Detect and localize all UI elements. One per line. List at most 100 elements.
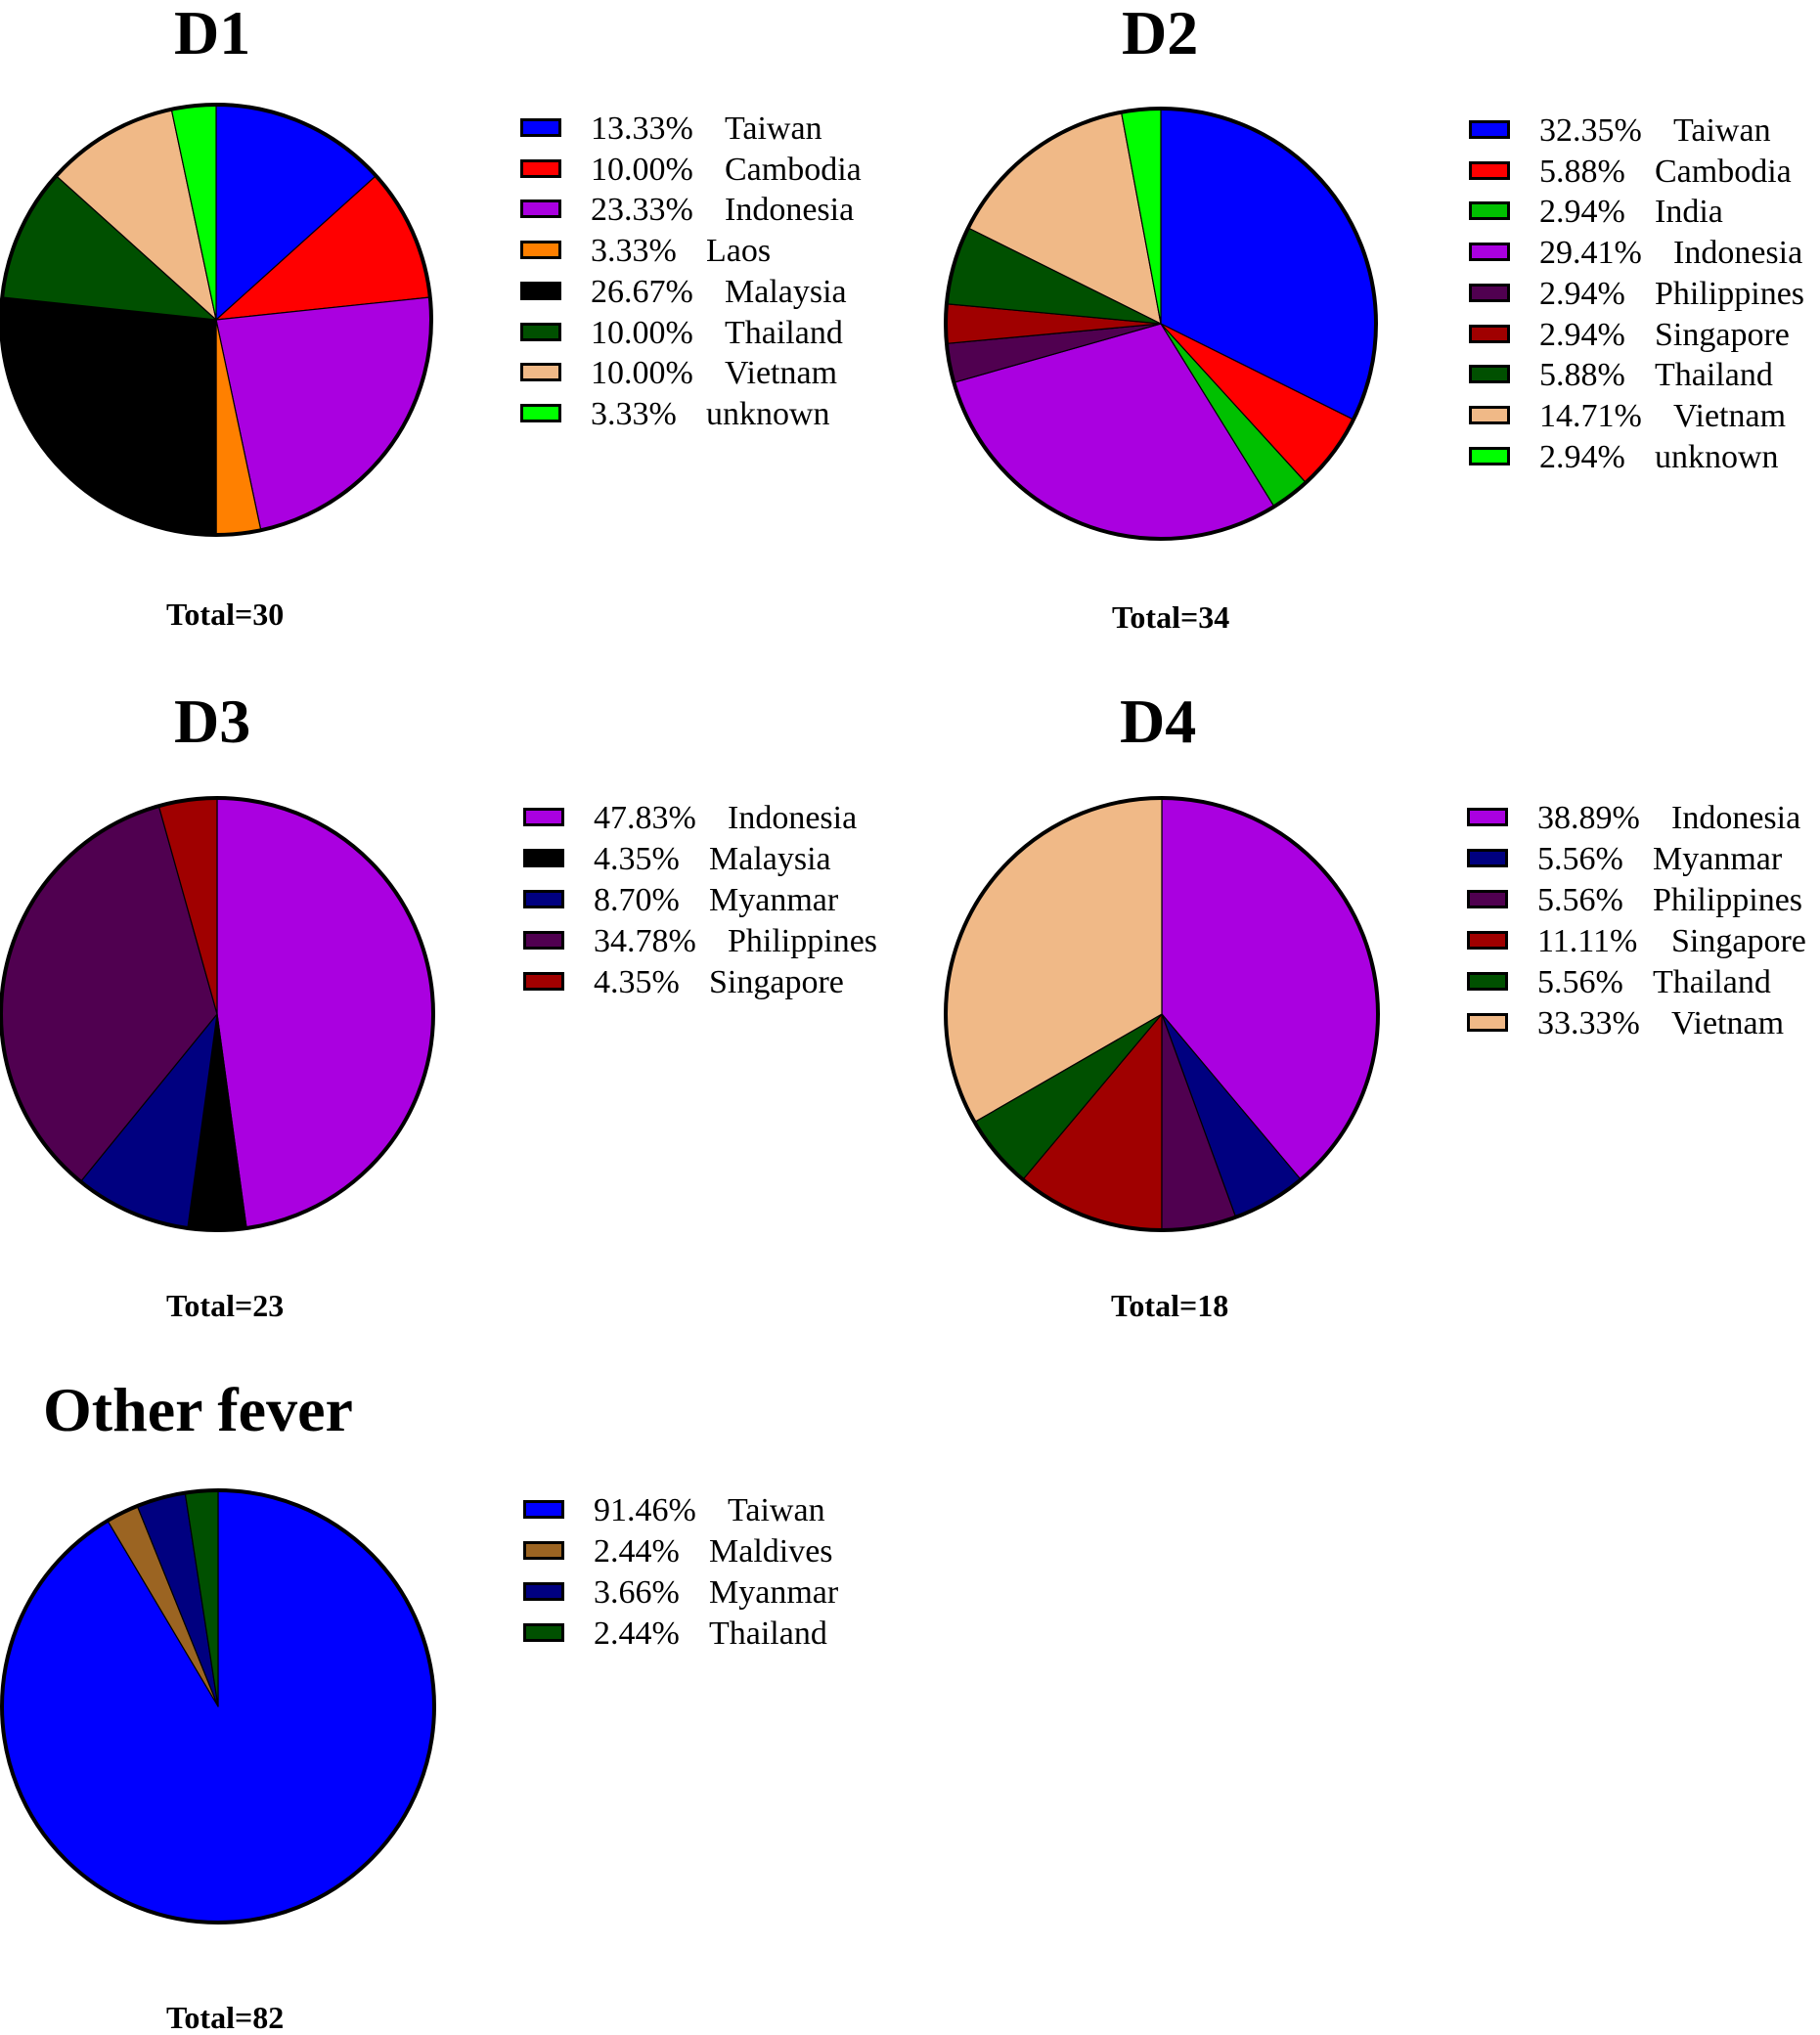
legend-percent: 5.56% [1537,964,1623,1000]
legend-swatch [1467,849,1508,867]
legend-label: unknown [706,396,830,432]
legend-swatch [523,808,564,826]
pie-outline [0,103,433,537]
legend-percent: 3.33% [591,396,677,432]
total-label: Total=18 [1111,1288,1229,1323]
legend-label: Singapore [1671,923,1806,959]
legend-swatch [520,404,561,422]
legend-swatch [1469,243,1510,261]
legend-swatch [520,159,561,178]
legend-label: Taiwan [1673,112,1771,149]
legend-label: Indonesia [1671,800,1801,836]
pie-outline [0,1488,436,1924]
legend-label: India [1655,194,1723,230]
legend-swatch [1467,808,1508,826]
legend-percent: 4.35% [594,964,680,1000]
legend-label: Vietnam [1673,398,1787,434]
legend-label: Cambodia [725,152,862,188]
legend-percent: 2.94% [1539,317,1625,353]
legend-swatch [520,282,561,300]
legend-swatch [523,1500,564,1519]
pie-chart [944,107,1378,541]
total-label: Total=34 [1112,599,1230,635]
total-label: Total=30 [166,597,285,632]
pie-chart [0,796,435,1232]
legend-percent: 47.83% [594,800,696,836]
legend-label: Vietnam [725,355,838,391]
legend-percent: 8.70% [594,882,680,918]
legend-swatch [1469,365,1510,383]
legend-swatch [1467,931,1508,950]
legend-percent: 10.00% [591,152,693,188]
chart-title: D4 [1120,686,1197,756]
legend-swatch [520,363,561,381]
pie-chart [944,796,1380,1232]
legend-label: Thailand [1655,357,1773,393]
legend-percent: 11.11% [1537,923,1638,959]
legend-label: Myanmar [709,882,839,918]
chart-title: D3 [174,686,251,756]
legend-percent: 2.94% [1539,439,1625,475]
legend-percent: 91.46% [594,1492,696,1528]
pie-slice-malaysia [0,296,217,536]
total-label: Total=23 [166,1288,285,1323]
legend-swatch [1469,161,1510,180]
legend-label: Thailand [709,1615,827,1652]
legend-swatch [520,118,561,137]
legend-percent: 4.35% [594,841,680,877]
pie-chart [0,103,433,537]
legend-swatch [1469,406,1510,424]
legend-percent: 5.56% [1537,841,1623,877]
legend-percent: 3.66% [594,1574,680,1611]
legend-swatch [1469,447,1510,465]
chart-title: D1 [174,0,251,67]
chart-title: Other fever [43,1375,353,1444]
legend-label: Cambodia [1655,154,1792,190]
legend-label: unknown [1655,439,1779,475]
legend-swatch [523,890,564,908]
legend-label: Malaysia [709,841,831,877]
legend-label: Myanmar [709,1574,839,1611]
legend-percent: 2.94% [1539,276,1625,312]
pie-chart [0,1488,436,1924]
legend-percent: 29.41% [1539,235,1642,271]
legend-percent: 5.56% [1537,882,1623,918]
legend-percent: 33.33% [1537,1005,1640,1041]
legend-percent: 5.88% [1539,357,1625,393]
pie-slice-indonesia [216,797,434,1229]
legend-swatch [523,1582,564,1601]
total-label: Total=82 [166,2000,285,2035]
legend-label: Singapore [1655,317,1790,353]
chart-title: D2 [1122,0,1199,67]
legend-label: Vietnam [1671,1005,1785,1041]
legend-swatch [523,849,564,867]
pie-outline [944,796,1380,1232]
legend-label: Taiwan [725,111,822,147]
legend-label: Maldives [709,1533,833,1570]
legend-swatch [523,1623,564,1642]
legend-swatch [1469,201,1510,220]
legend-percent: 5.88% [1539,154,1625,190]
legend-label: Philippines [1655,276,1805,312]
legend-swatch [520,241,561,259]
legend-percent: 14.71% [1539,398,1642,434]
legend-swatch [523,1541,564,1560]
legend-percent: 38.89% [1537,800,1640,836]
legend-swatch [520,199,561,218]
legend-swatch [523,972,564,991]
legend-percent: 2.94% [1539,194,1625,230]
legend-swatch [1469,120,1510,139]
legend-label: Indonesia [728,800,858,836]
legend-swatch [1467,972,1508,991]
legend-swatch [1467,890,1508,908]
legend-label: Taiwan [728,1492,825,1528]
legend-percent: 34.78% [594,923,696,959]
legend-swatch [1467,1013,1508,1032]
pie-outline [0,796,435,1232]
legend-label: Philippines [1653,882,1803,918]
legend-swatch [520,323,561,341]
legend-label: Philippines [728,923,878,959]
legend-label: Indonesia [725,192,855,228]
legend-percent: 10.00% [591,355,693,391]
legend-percent: 2.44% [594,1533,680,1570]
